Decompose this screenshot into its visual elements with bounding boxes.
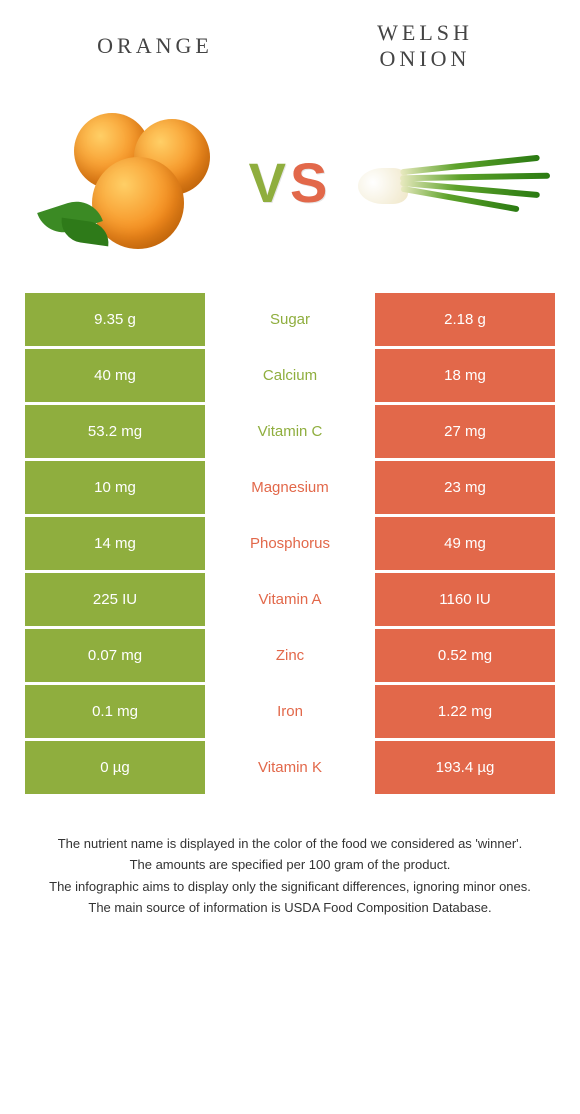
- right-value: 1160 IU: [375, 573, 555, 626]
- footnote-line: The amounts are specified per 100 gram o…: [30, 855, 550, 875]
- right-value: 27 mg: [375, 405, 555, 458]
- nutrient-label: Magnesium: [205, 461, 375, 514]
- nutrient-label: Iron: [205, 685, 375, 738]
- footnote-line: The nutrient name is displayed in the co…: [30, 834, 550, 854]
- nutrient-label: Calcium: [205, 349, 375, 402]
- nutrient-label: Zinc: [205, 629, 375, 682]
- left-food-image: [20, 113, 239, 253]
- left-food-title: ORANGE: [20, 33, 290, 59]
- left-value: 10 mg: [25, 461, 205, 514]
- right-value: 0.52 mg: [375, 629, 555, 682]
- left-value: 53.2 mg: [25, 405, 205, 458]
- left-value: 0.07 mg: [25, 629, 205, 682]
- vs-v: V: [249, 151, 290, 214]
- nutrient-label: Phosphorus: [205, 517, 375, 570]
- left-value: 9.35 g: [25, 293, 205, 346]
- left-value: 225 IU: [25, 573, 205, 626]
- footnote-line: The infographic aims to display only the…: [30, 877, 550, 897]
- table-row: 9.35 gSugar2.18 g: [25, 293, 555, 346]
- left-value: 0.1 mg: [25, 685, 205, 738]
- left-value: 14 mg: [25, 517, 205, 570]
- table-row: 0 µgVitamin K193.4 µg: [25, 741, 555, 794]
- vs-label: VS: [249, 150, 332, 215]
- table-row: 0.1 mgIron1.22 mg: [25, 685, 555, 738]
- right-value: 23 mg: [375, 461, 555, 514]
- right-food-image: [341, 138, 560, 228]
- image-row: VS: [20, 113, 560, 253]
- right-food-title-line1: WELSH: [377, 20, 473, 45]
- table-row: 53.2 mgVitamin C27 mg: [25, 405, 555, 458]
- welsh-onion-icon: [358, 138, 543, 228]
- right-value: 193.4 µg: [375, 741, 555, 794]
- right-food-title-line2: ONION: [380, 46, 471, 71]
- table-row: 10 mgMagnesium23 mg: [25, 461, 555, 514]
- right-value: 18 mg: [375, 349, 555, 402]
- right-value: 2.18 g: [375, 293, 555, 346]
- nutrient-table: 9.35 gSugar2.18 g40 mgCalcium18 mg53.2 m…: [25, 293, 555, 794]
- left-value: 40 mg: [25, 349, 205, 402]
- orange-icon: [42, 113, 217, 253]
- footnote-line: The main source of information is USDA F…: [30, 898, 550, 918]
- header: ORANGE WELSH ONION: [20, 20, 560, 73]
- nutrient-label: Vitamin K: [205, 741, 375, 794]
- right-value: 1.22 mg: [375, 685, 555, 738]
- vs-s: S: [290, 151, 331, 214]
- table-row: 0.07 mgZinc0.52 mg: [25, 629, 555, 682]
- nutrient-label: Sugar: [205, 293, 375, 346]
- nutrient-label: Vitamin C: [205, 405, 375, 458]
- left-value: 0 µg: [25, 741, 205, 794]
- footnotes: The nutrient name is displayed in the co…: [30, 834, 550, 918]
- right-food-title: WELSH ONION: [290, 20, 560, 73]
- nutrient-label: Vitamin A: [205, 573, 375, 626]
- right-value: 49 mg: [375, 517, 555, 570]
- table-row: 40 mgCalcium18 mg: [25, 349, 555, 402]
- table-row: 225 IUVitamin A1160 IU: [25, 573, 555, 626]
- table-row: 14 mgPhosphorus49 mg: [25, 517, 555, 570]
